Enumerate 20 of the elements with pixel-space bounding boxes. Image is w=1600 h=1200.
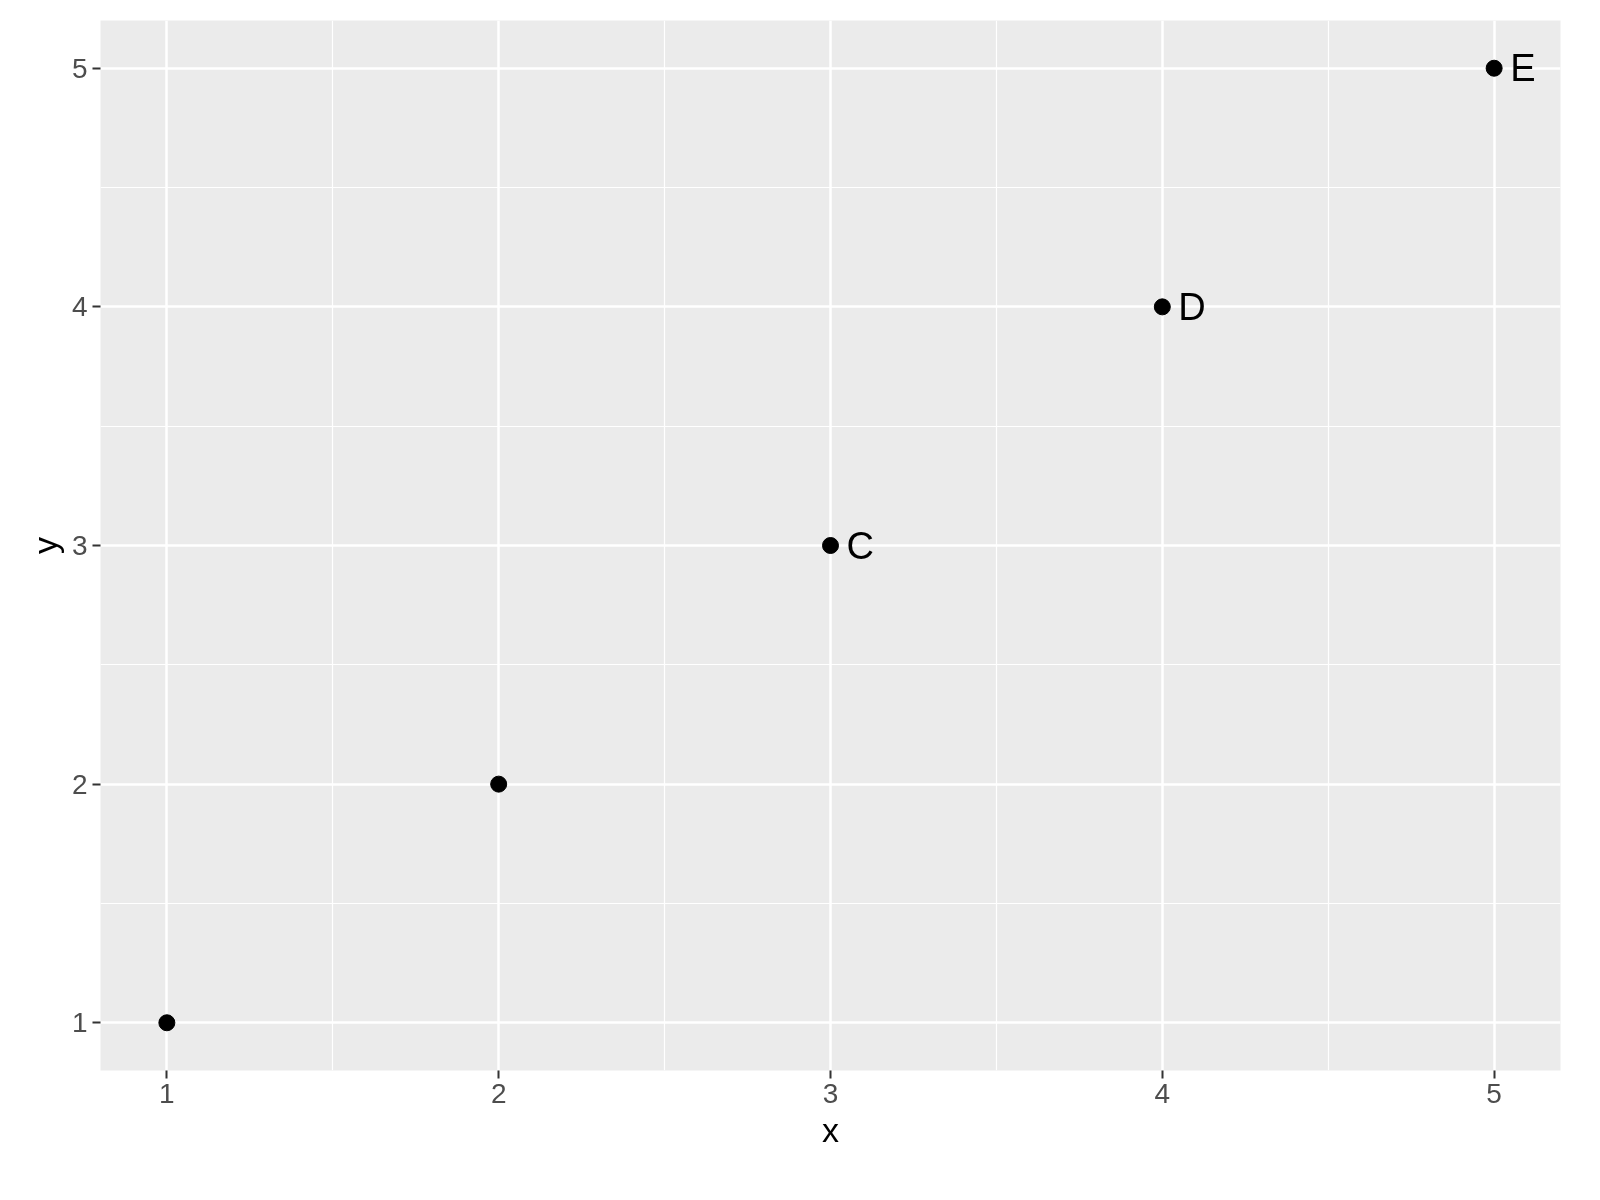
point — [822, 537, 839, 554]
y-axis-title: y — [25, 537, 64, 554]
y-tick-label: 4 — [71, 291, 88, 323]
y-tick-label: 2 — [71, 768, 88, 800]
point — [158, 1014, 176, 1032]
x-axis-title: x — [822, 1110, 839, 1149]
x-tick-label: 5 — [1486, 1077, 1502, 1109]
point — [1153, 298, 1171, 316]
x-tick-label: 2 — [490, 1077, 507, 1109]
point — [490, 775, 508, 793]
y-tick-label: 3 — [71, 530, 88, 561]
x-tick-label: 4 — [1154, 1077, 1171, 1109]
annotation: E — [1510, 47, 1536, 90]
point — [1485, 59, 1503, 77]
y-tick-label: 1 — [71, 1007, 88, 1039]
x-tick-label: 1 — [159, 1077, 175, 1109]
x-tick-label: 3 — [822, 1077, 839, 1109]
annotation: C — [846, 524, 874, 567]
annotation: D — [1178, 285, 1206, 328]
y-tick-label: 5 — [71, 52, 88, 84]
